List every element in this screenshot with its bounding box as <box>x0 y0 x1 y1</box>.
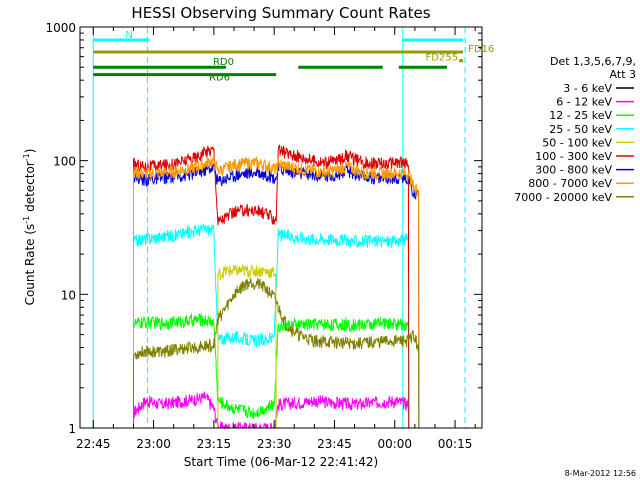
y-label-main: Count Rate (s <box>23 224 37 306</box>
x-axis-label: Start Time (06-Mar-12 22:41:42) <box>184 455 378 469</box>
y-label-sup1: -1 <box>22 216 31 224</box>
y-tick-label: 10 <box>61 288 76 302</box>
flag-label-rd6: RD6 <box>209 73 230 84</box>
footer-date: 8-Mar-2012 12:56 <box>565 469 636 478</box>
legend-label: 800 - 7000 keV <box>528 177 612 190</box>
flag-label-rd0: RD0 <box>213 57 234 68</box>
plot-area: N FD16 FD255 RD0 RD6 <box>92 27 494 430</box>
legend-label: 12 - 25 keV <box>549 109 612 122</box>
y-axis-label: Count Rate (s-1 detector-1) <box>22 149 37 306</box>
flag-label-fd16: FD16 <box>468 44 494 55</box>
legend-label: 7000 - 20000 keV <box>514 191 612 204</box>
x-tick-label: 23:15 <box>197 437 232 451</box>
y-tick-label: 1000 <box>45 21 76 35</box>
y-label-sup2: -1 <box>22 153 31 161</box>
y-label-mid: detector <box>23 161 37 216</box>
series-line-6-12-kev <box>133 390 410 430</box>
x-tick-label: 00:00 <box>377 437 412 451</box>
axes: 1 10 100 1000 22:45 23:00 23:15 23:30 23:45 00:00… <box>45 21 483 451</box>
legend-label: 6 - 12 keV <box>556 96 612 109</box>
series-line-25-50-kev <box>133 223 410 429</box>
legend-header-1: Det 1,3,5,6,7,9, <box>550 55 636 68</box>
x-tick-label: 23:45 <box>317 437 352 451</box>
flag-label-fd255: FD255 <box>426 53 459 64</box>
series-line-7000-20000-kev <box>133 277 420 429</box>
y-tick-label: 100 <box>53 155 76 169</box>
x-tick-label: 23:30 <box>257 437 292 451</box>
chart-title: HESSI Observing Summary Count Rates <box>131 4 430 22</box>
legend-label: 50 - 100 keV <box>542 136 612 149</box>
series-line-300-800-kev <box>133 162 420 429</box>
y-label-end: ) <box>23 149 37 154</box>
series-line-12-25-kev <box>133 312 410 429</box>
x-tick-label: 23:00 <box>136 437 171 451</box>
x-tick-label: 00:15 <box>438 437 473 451</box>
y-tick-label: 1 <box>68 422 76 436</box>
series-line-50-100-kev <box>217 263 277 429</box>
series-line-100-300-kev <box>133 144 410 429</box>
axes-frame <box>79 26 483 429</box>
legend-label: 3 - 6 keV <box>563 82 612 95</box>
legend-label: 100 - 300 keV <box>535 150 612 163</box>
x-tick-label: 22:45 <box>76 437 111 451</box>
flag-label-n: N <box>125 30 132 41</box>
legend-header-2: Att 3 <box>610 68 636 81</box>
legend-label: 25 - 50 keV <box>549 123 612 136</box>
legend-label: 300 - 800 keV <box>535 164 612 177</box>
series-line-800-7000-kev <box>133 155 420 429</box>
